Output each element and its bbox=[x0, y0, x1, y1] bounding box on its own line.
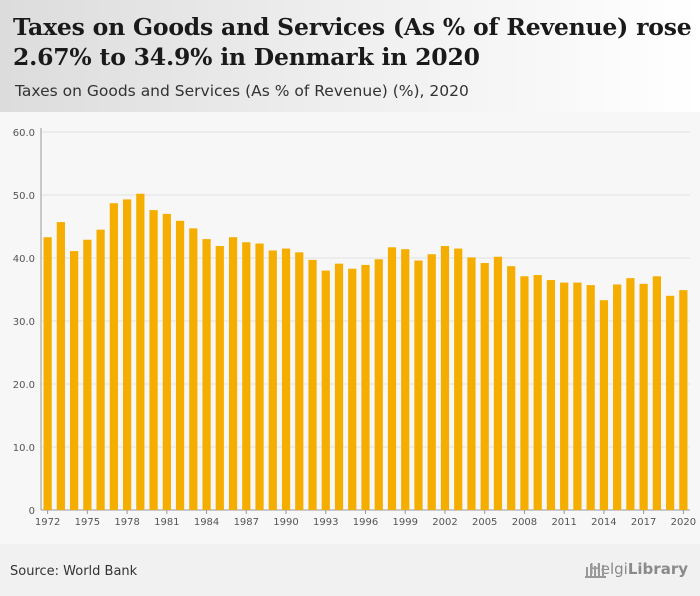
x-tick-label: 1975 bbox=[75, 517, 100, 528]
bar bbox=[70, 251, 79, 510]
bar bbox=[613, 284, 622, 510]
bar bbox=[255, 243, 264, 510]
bar bbox=[202, 239, 211, 510]
bar bbox=[175, 220, 185, 510]
bar bbox=[599, 300, 609, 510]
x-tick-label: 2020 bbox=[671, 517, 696, 528]
x-tick-label: 1972 bbox=[35, 517, 60, 528]
bar bbox=[83, 239, 92, 510]
x-tick-label: 1978 bbox=[114, 517, 139, 528]
bar bbox=[295, 252, 304, 510]
bar bbox=[361, 264, 370, 510]
chart-title: Taxes on Goods and Services (As % of Rev… bbox=[13, 13, 692, 71]
bar bbox=[321, 270, 330, 510]
bar bbox=[440, 246, 450, 510]
chart-area: 0 10.0 20.0 30.0 40.0 50.0 60.0 1972 1975 1978 198… bbox=[0, 112, 700, 544]
y-tick-label: 50.0 bbox=[13, 191, 35, 202]
x-tick-label: 2008 bbox=[512, 517, 537, 528]
x-tick-label: 1984 bbox=[194, 517, 219, 528]
bar bbox=[374, 259, 383, 510]
bar bbox=[546, 280, 556, 510]
bar bbox=[560, 282, 569, 510]
y-tick-label: 10.0 bbox=[13, 443, 35, 454]
y-tick-label: 30.0 bbox=[13, 317, 35, 328]
bar bbox=[162, 213, 171, 510]
x-tick-label: 1981 bbox=[154, 517, 179, 528]
bar bbox=[533, 275, 542, 510]
bar bbox=[480, 263, 489, 510]
bar bbox=[652, 276, 661, 510]
y-tick-label: 40.0 bbox=[13, 254, 35, 265]
bar bbox=[639, 283, 648, 510]
bar bbox=[387, 247, 397, 511]
bar bbox=[96, 229, 105, 510]
bar bbox=[586, 285, 595, 510]
bar bbox=[520, 276, 529, 510]
bar bbox=[43, 237, 52, 510]
x-tick-label: 2002 bbox=[432, 517, 457, 528]
bar bbox=[268, 250, 277, 510]
bar bbox=[573, 282, 582, 510]
bar bbox=[308, 259, 317, 510]
bar bbox=[467, 257, 476, 510]
brand-name-part2: Library bbox=[627, 560, 688, 578]
chart-header: Taxes on Goods and Services (As % of Rev… bbox=[0, 0, 700, 112]
bar bbox=[507, 266, 516, 510]
y-tick-label: 0 bbox=[29, 506, 35, 517]
bar bbox=[122, 199, 132, 510]
bar bbox=[414, 260, 423, 510]
y-tick-label: 60.0 bbox=[13, 128, 35, 139]
bar bbox=[149, 210, 158, 510]
bar bbox=[189, 228, 198, 510]
x-tick-label: 1993 bbox=[313, 517, 338, 528]
bar bbox=[242, 242, 251, 510]
x-tick-label: 2014 bbox=[591, 517, 616, 528]
x-tick-label: 1987 bbox=[234, 517, 259, 528]
x-tick-label: 2011 bbox=[551, 517, 576, 528]
bar bbox=[401, 249, 410, 510]
bar bbox=[136, 193, 145, 510]
x-tick-label: 1990 bbox=[273, 517, 298, 528]
bar bbox=[493, 256, 503, 510]
bar bbox=[679, 290, 688, 510]
bar bbox=[334, 263, 344, 510]
bar bbox=[109, 203, 118, 510]
bar bbox=[666, 295, 675, 510]
x-tick-label: 1996 bbox=[353, 517, 378, 528]
bar bbox=[215, 246, 224, 510]
bar bbox=[427, 254, 436, 510]
x-tick-label: 2005 bbox=[472, 517, 497, 528]
x-tick-label: 1999 bbox=[393, 517, 418, 528]
brand-logo: Helgi Library bbox=[585, 560, 688, 578]
chart-subtitle: Taxes on Goods and Services (As % of Rev… bbox=[15, 82, 469, 100]
bar bbox=[454, 248, 463, 511]
chart-footer: Source: World Bank Helgi Library bbox=[0, 544, 700, 596]
bar bbox=[56, 222, 65, 510]
x-tick-label: 2017 bbox=[631, 517, 656, 528]
bar bbox=[281, 248, 291, 511]
source-label: Source: World Bank bbox=[10, 564, 138, 579]
y-tick-label: 20.0 bbox=[13, 380, 35, 391]
bar bbox=[626, 278, 635, 510]
bar-chart: 0 10.0 20.0 30.0 40.0 50.0 60.0 1972 1975 1978 198… bbox=[13, 128, 696, 528]
bar bbox=[348, 268, 357, 510]
bar bbox=[228, 237, 238, 510]
